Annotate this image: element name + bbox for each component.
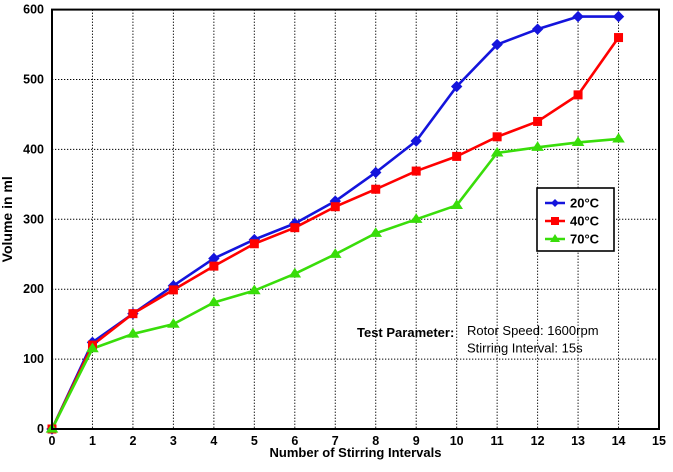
svg-text:2: 2 xyxy=(129,434,136,448)
svg-text:10: 10 xyxy=(450,434,464,448)
svg-text:500: 500 xyxy=(23,73,44,87)
svg-text:14: 14 xyxy=(612,434,626,448)
svg-text:3: 3 xyxy=(170,434,177,448)
svg-text:20°C: 20°C xyxy=(570,196,600,211)
svg-text:15: 15 xyxy=(652,434,666,448)
svg-text:0: 0 xyxy=(49,434,56,448)
svg-text:Stirring Interval: 15s: Stirring Interval: 15s xyxy=(467,341,583,356)
svg-text:4: 4 xyxy=(210,434,217,448)
svg-text:Volume in ml: Volume in ml xyxy=(0,176,15,262)
svg-text:300: 300 xyxy=(23,212,44,226)
svg-text:40°C: 40°C xyxy=(570,214,600,229)
svg-text:1: 1 xyxy=(89,434,96,448)
svg-text:5: 5 xyxy=(251,434,258,448)
svg-text:11: 11 xyxy=(491,434,504,448)
svg-text:400: 400 xyxy=(23,142,44,156)
svg-text:100: 100 xyxy=(23,352,44,366)
svg-text:13: 13 xyxy=(571,434,585,448)
svg-text:Number of Stirring Intervals: Number of Stirring Intervals xyxy=(270,445,442,460)
svg-text:70°C: 70°C xyxy=(570,232,600,247)
svg-text:Rotor Speed: 1600rpm: Rotor Speed: 1600rpm xyxy=(467,323,599,338)
svg-text:Test Parameter:: Test Parameter: xyxy=(357,325,454,340)
svg-text:12: 12 xyxy=(531,434,545,448)
svg-text:600: 600 xyxy=(23,3,44,17)
svg-text:0: 0 xyxy=(37,422,44,436)
svg-text:200: 200 xyxy=(23,282,44,296)
